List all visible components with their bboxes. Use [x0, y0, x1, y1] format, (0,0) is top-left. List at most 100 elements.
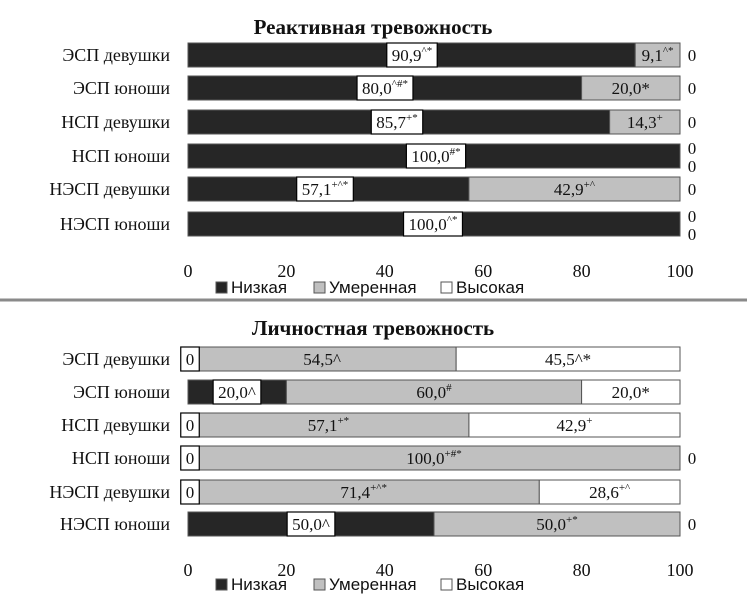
data-label-high-text: 0 [688, 449, 697, 468]
data-label-low: 50,0^ [286, 511, 336, 537]
label-significance: +* [406, 112, 418, 124]
data-label-moderate-text: 0 [688, 225, 697, 244]
label-box [212, 379, 262, 405]
bar-segment-moderate [634, 42, 681, 68]
label-value: 100,0 [406, 449, 444, 468]
label-significance: # [446, 382, 452, 394]
label-value: 20,0* [612, 79, 650, 98]
category-label: НЭСП девушки [49, 482, 170, 502]
data-label-low-text: 0 [186, 483, 195, 502]
label-value: 71,4 [340, 483, 370, 502]
label-box [286, 511, 336, 537]
label-value: 0 [186, 350, 195, 369]
data-label-high: 42,9+ [556, 415, 592, 435]
data-label-low-text: 0 [186, 449, 195, 468]
x-tick-label: 100 [667, 261, 694, 281]
x-tick-label: 0 [184, 560, 193, 580]
label-significance: ^* [447, 214, 458, 226]
label-value: 0 [688, 113, 697, 132]
label-value: 20,0* [612, 383, 650, 402]
label-value: 50,0 [536, 515, 566, 534]
data-label-high-text: 42,9+ [556, 415, 592, 435]
bar-segment-high [538, 479, 681, 505]
label-value: 0 [688, 225, 697, 244]
legend-label-high: Высокая [456, 575, 524, 594]
label-value: 0 [688, 449, 697, 468]
label-value: 0 [688, 515, 697, 534]
label-box [405, 143, 467, 169]
category-label: ЭСП юноши [73, 78, 170, 98]
label-significance: ^* [663, 45, 674, 57]
data-label-moderate: 50,0+* [536, 514, 577, 534]
label-significance: #* [450, 146, 461, 158]
label-value: 0 [688, 79, 697, 98]
bar-segment-moderate [433, 511, 681, 537]
category-label: ЭСП юноши [73, 382, 170, 402]
data-label-moderate-text: 50,0+* [536, 514, 577, 534]
label-value: 100,0 [411, 147, 449, 166]
data-label-moderate: 100,0+#* [406, 448, 461, 468]
data-label-high: 20,0* [612, 383, 650, 402]
data-label-low-text: 80,0^#* [362, 78, 408, 98]
data-label-moderate-text: 60,0# [416, 382, 452, 402]
data-label-moderate: 42,9+^ [554, 179, 596, 199]
data-label-moderate-text: 9,1^* [642, 45, 674, 65]
x-tick-label: 60 [474, 560, 492, 580]
data-label-moderate-text: 14,3+ [627, 112, 663, 132]
legend-swatch-low [215, 578, 228, 591]
label-significance: +^* [331, 179, 348, 191]
data-label-low: 85,7+* [370, 109, 424, 135]
label-significance: +^* [370, 482, 387, 494]
data-label-moderate: 14,3+ [627, 112, 663, 132]
data-label-moderate-text: 20,0* [612, 79, 650, 98]
data-label-moderate-text: 42,9+^ [554, 179, 596, 199]
legend-swatch-moderate [313, 281, 326, 294]
legend-swatch-high [440, 578, 453, 591]
x-tick-label: 80 [573, 261, 591, 281]
x-tick-label: 0 [184, 261, 193, 281]
category-label: НСП юноши [72, 448, 170, 468]
label-value: 0 [688, 180, 697, 199]
legend-label-moderate: Умеренная [329, 278, 417, 297]
label-value: 60,0 [416, 383, 446, 402]
x-tick-label: 100 [667, 560, 694, 580]
data-label-low: 0 [180, 445, 200, 471]
data-label-moderate: 0 [688, 157, 697, 176]
label-box [180, 479, 200, 505]
label-box [370, 109, 424, 135]
label-significance: +^ [619, 482, 631, 494]
data-label-low: 100,0^* [402, 211, 464, 237]
data-label-low-text: 85,7+* [376, 112, 417, 132]
data-label-high-text: 28,6+^ [589, 482, 631, 502]
data-label-high: 0 [688, 449, 697, 468]
bar-segment-moderate [468, 176, 681, 202]
label-box [356, 75, 414, 101]
data-label-high-text: 0 [688, 515, 697, 534]
data-label-moderate: 71,4+^* [340, 482, 387, 502]
x-tick-label: 20 [277, 560, 295, 580]
label-value: 54,5^ [303, 350, 341, 369]
data-label-low-text: 57,1+^* [302, 179, 349, 199]
label-value: 90,9 [392, 46, 422, 65]
data-label-low-text: 0 [186, 416, 195, 435]
label-value: 85,7 [376, 113, 406, 132]
data-label-moderate-text: 54,5^ [303, 350, 341, 369]
label-significance: ^#* [392, 78, 408, 90]
bar-segment-high [455, 346, 681, 372]
label-box [402, 211, 464, 237]
data-label-moderate-text: 0 [688, 157, 697, 176]
data-label-moderate: 54,5^ [303, 350, 341, 369]
data-label-moderate: 20,0* [612, 79, 650, 98]
label-box [386, 42, 438, 68]
category-label: НСП девушки [61, 112, 170, 132]
label-value: 57,1 [302, 180, 332, 199]
category-label: НЭСП девушки [49, 179, 170, 199]
data-label-low: 0 [180, 412, 200, 438]
label-value: 57,1 [308, 416, 338, 435]
label-value: 50,0^ [292, 515, 330, 534]
data-label-high: 0 [688, 180, 697, 199]
label-value: 0 [186, 416, 195, 435]
label-box [180, 412, 200, 438]
data-label-high: 28,6+^ [589, 482, 631, 502]
